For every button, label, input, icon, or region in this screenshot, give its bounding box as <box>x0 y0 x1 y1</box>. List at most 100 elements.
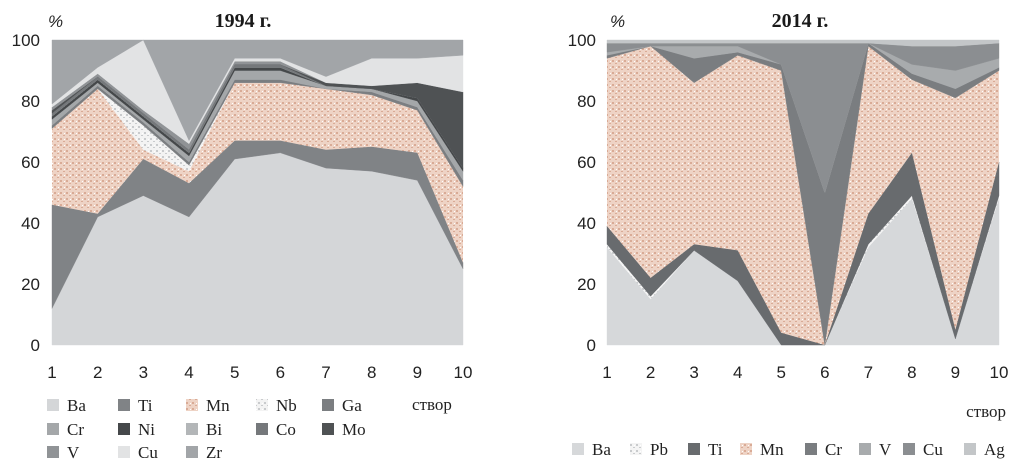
chart-title: 1994 г. <box>215 10 272 32</box>
legend-label: Ba <box>592 440 611 459</box>
x-tick-label: 9 <box>951 363 960 382</box>
legend-label: V <box>879 440 892 459</box>
x-tick-label: 1 <box>47 363 56 382</box>
chart-2014: 0 20 40 60 80 100 1 2 3 4 5 6 7 8 9 10 Ba Pb Ti Mn Cr V Cu Ag… <box>568 10 1009 459</box>
legend-item-v: V <box>47 443 80 461</box>
legend-swatch <box>186 399 198 411</box>
x-tick-label: 3 <box>689 363 698 382</box>
legend-swatch <box>118 423 130 435</box>
legend-swatch <box>964 443 976 455</box>
legend-swatch <box>186 446 198 458</box>
x-tick-label: 5 <box>230 363 239 382</box>
x-tick-label: 4 <box>733 363 742 382</box>
legend-swatch <box>186 423 198 435</box>
legend-label: Cr <box>825 440 842 459</box>
legend-item-cu: Cu <box>903 440 943 459</box>
legend-label: Bi <box>206 420 222 439</box>
legend-swatch <box>322 423 334 435</box>
x-tick-label: 10 <box>990 363 1009 382</box>
area-nb <box>52 82 463 187</box>
y-tick-label: 80 <box>21 92 40 111</box>
legend-swatch <box>903 443 915 455</box>
legend-item-pb: Pb <box>630 440 668 459</box>
legend-label: Ti <box>138 396 153 415</box>
legend-swatch <box>118 446 130 458</box>
y-tick-label: 40 <box>577 214 596 233</box>
plot-area <box>606 39 1000 346</box>
legend-label: Ga <box>342 396 362 415</box>
legend-swatch <box>256 423 268 435</box>
legend-swatch <box>740 443 752 455</box>
y-tick-label: 20 <box>577 275 596 294</box>
y-tick-label: 80 <box>577 92 596 111</box>
legend-swatch <box>630 443 642 455</box>
x-axis-label: створ <box>412 395 452 414</box>
legend-item-mo: Mo <box>322 420 366 439</box>
y-axis-ticks: 0 20 40 60 80 100 <box>12 31 40 355</box>
legend-item-mn: Mn <box>186 396 230 415</box>
legend-item-ba: Ba <box>572 440 611 459</box>
x-tick-label: 8 <box>907 363 916 382</box>
x-tick-label: 3 <box>139 363 148 382</box>
legend-swatch <box>118 399 130 411</box>
legend-swatch <box>688 443 700 455</box>
x-tick-label: 1 <box>602 363 611 382</box>
chart-title: 2014 г. <box>772 10 829 32</box>
y-tick-label: 100 <box>568 31 596 50</box>
y-tick-label: 20 <box>21 275 40 294</box>
area-zr <box>51 39 464 142</box>
area-mn <box>607 46 999 345</box>
legend-swatch <box>256 399 268 411</box>
legend-swatch <box>47 423 59 435</box>
y-axis-label: % <box>610 12 625 31</box>
x-tick-label: 2 <box>93 363 102 382</box>
x-tick-label: 8 <box>367 363 376 382</box>
x-axis-ticks: 1 2 3 4 5 6 7 8 9 10 <box>47 363 472 382</box>
y-axis-ticks: 0 20 40 60 80 100 <box>568 31 596 355</box>
legend-swatch <box>805 443 817 455</box>
x-tick-label: 6 <box>820 363 829 382</box>
legend-item-zr: Zr <box>186 443 222 461</box>
legend-label: Cu <box>138 443 158 461</box>
y-axis-label: % <box>48 12 63 31</box>
x-tick-label: 10 <box>454 363 473 382</box>
legend-label: Pb <box>650 440 668 459</box>
legend-item-ni: Ni <box>118 420 155 439</box>
y-tick-label: 60 <box>577 153 596 172</box>
legend-item-cr: Cr <box>47 420 84 439</box>
legend-label: V <box>67 443 80 461</box>
legend-item-v: V <box>859 440 892 459</box>
x-tick-label: 5 <box>776 363 785 382</box>
area-ag <box>606 39 1000 47</box>
x-tick-label: 2 <box>646 363 655 382</box>
legend-item-bi: Bi <box>186 420 222 439</box>
x-axis-label: створ <box>966 402 1006 421</box>
x-axis-ticks: 1 2 3 4 5 6 7 8 9 10 <box>602 363 1008 382</box>
legend-swatch <box>47 399 59 411</box>
x-tick-label: 7 <box>321 363 330 382</box>
legend: Ba Pb Ti Mn Cr V Cu Ag <box>572 440 1005 459</box>
x-tick-label: 9 <box>413 363 422 382</box>
legend-item-nb: Nb <box>256 396 297 415</box>
legend-item-mn: Mn <box>740 440 784 459</box>
legend-label: Ag <box>984 440 1005 459</box>
plot-area <box>51 39 464 346</box>
legend-label: Mn <box>760 440 784 459</box>
x-tick-label: 4 <box>184 363 193 382</box>
legend-label: Mn <box>206 396 230 415</box>
y-tick-label: 40 <box>21 214 40 233</box>
legend-item-ag: Ag <box>964 440 1005 459</box>
area-mn <box>52 82 463 263</box>
x-tick-label: 6 <box>276 363 285 382</box>
legend-item-co: Co <box>256 420 296 439</box>
legend-swatch <box>322 399 334 411</box>
legend-item-ga: Ga <box>322 396 362 415</box>
area-ti <box>606 152 1000 346</box>
y-tick-label: 60 <box>21 153 40 172</box>
legend-label: Cu <box>923 440 943 459</box>
legend-item-ba: Ba <box>47 396 86 415</box>
legend-item-ti: Ti <box>688 440 723 459</box>
